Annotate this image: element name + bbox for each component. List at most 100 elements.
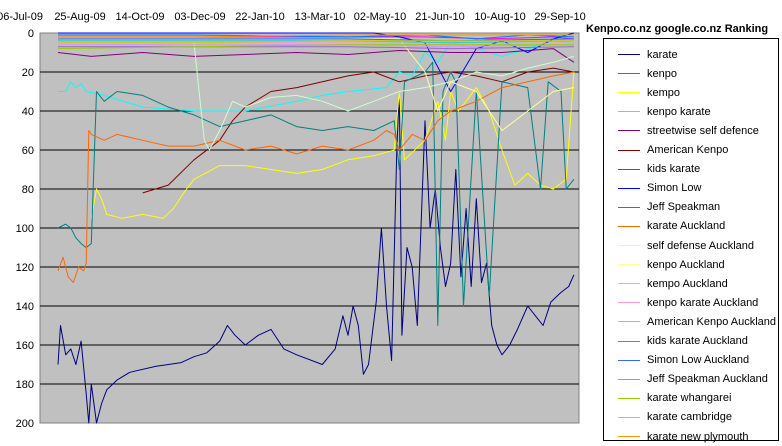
chart-title: Kenpo.co.nz google.co.nz Ranking (586, 23, 769, 35)
legend-item: Jeff Speakman Auckland (604, 370, 778, 389)
x-tick-label: 13-Mar-10 (295, 11, 346, 23)
y-tick-label: 0 (28, 28, 34, 40)
y-tick-label: 40 (22, 106, 34, 118)
legend-label: kenpo Auckland (647, 258, 725, 271)
legend-label: Jeff Speakman Auckland (647, 373, 768, 386)
legend-item: self defense Auckland (604, 236, 778, 255)
legend-swatch (618, 73, 640, 75)
x-tick-label: 29-Sep-10 (534, 11, 585, 23)
x-axis-ticks: 06-Jul-09 25-Aug-09 14-Oct-09 03-Dec-09 22-J… (0, 11, 586, 23)
legend-item: American Kenpo Auckland (604, 312, 778, 331)
x-tick-label: 25-Aug-09 (54, 11, 105, 23)
legend-label: karate whangarei (647, 392, 732, 405)
x-tick-label: 22-Jan-10 (235, 11, 285, 23)
legend-swatch (618, 111, 640, 113)
legend-item: American Kenpo (604, 141, 778, 160)
x-tick-label: 21-Jun-10 (415, 11, 465, 23)
legend-swatch (618, 321, 640, 323)
legend-label: kids karate Auckland (647, 335, 748, 347)
legend-swatch (618, 149, 640, 151)
legend-item: kempo Auckland (604, 274, 778, 293)
legend-swatch (618, 168, 640, 170)
series-line (57, 71, 574, 284)
x-tick-label: 03-Dec-09 (174, 11, 225, 23)
legend-item: kids karate (604, 160, 778, 179)
legend-label: kempo (647, 86, 681, 99)
legend-swatch (618, 302, 640, 304)
legend-label: American Kenpo (647, 144, 729, 156)
legend-label: karate Auckland (647, 220, 726, 233)
legend-swatch (618, 340, 640, 342)
y-tick-label: 200 (16, 418, 34, 430)
legend-label: self defense Auckland (647, 239, 755, 252)
x-tick-label: 06-Jul-09 (0, 11, 43, 23)
x-tick-label: 14-Oct-09 (116, 11, 165, 23)
x-tick-label: 02-May-10 (354, 11, 407, 23)
legend-swatch (618, 245, 640, 246)
series-line (58, 40, 574, 112)
y-tick-label: 20 (22, 67, 34, 79)
legend-label: kenpo (647, 67, 677, 80)
y-tick-label: 160 (16, 340, 34, 352)
legend-swatch (618, 283, 640, 285)
series-line (193, 42, 575, 151)
legend-label: Jeff Speakman (647, 201, 721, 214)
legend-item: kempo (604, 83, 778, 102)
legend-item: karate (604, 45, 778, 64)
series-line (58, 34, 574, 38)
legend-label: kenpo karate (647, 105, 711, 118)
series-line (58, 32, 575, 92)
series-line (57, 91, 575, 424)
series-lines (57, 32, 575, 424)
series-line (57, 44, 574, 50)
y-tick-label: 180 (16, 379, 34, 391)
series-line (57, 48, 575, 63)
series-line (58, 40, 574, 44)
y-axis-ticks: 0 20 40 60 80 100 120 140 160 180 200 (16, 28, 34, 430)
legend-label: kempo Auckland (647, 277, 728, 290)
legend-label: streetwise self defence (647, 124, 759, 137)
legend-item: karate new plymouth (604, 427, 778, 446)
legend-item: kenpo Auckland (604, 255, 778, 274)
legend-item: Simon Low (604, 179, 778, 198)
legend-swatch (618, 206, 640, 208)
legend-swatch (618, 397, 640, 399)
y-tick-label: 120 (16, 262, 34, 274)
y-tick-label: 140 (16, 301, 34, 313)
legend-item: karate cambridge (604, 408, 778, 427)
legend-item: karate whangarei (604, 389, 778, 408)
legend-item: kenpo karate (604, 102, 778, 121)
legend-swatch (618, 264, 640, 266)
legend-label: karate (647, 48, 678, 61)
series-line (58, 46, 574, 50)
legend-swatch (618, 225, 640, 227)
legend-swatch (618, 130, 640, 132)
grid-lines (40, 71, 579, 385)
legend-item: Jeff Speakman (604, 198, 778, 217)
y-tick-label: 60 (22, 145, 34, 157)
legend-label: kids karate (647, 163, 701, 176)
legend-item: kids karate Auckland (604, 332, 778, 351)
legend-item: kenpo karate Auckland (604, 293, 778, 312)
legend-label: American Kenpo Auckland (647, 315, 777, 328)
legend-swatch (618, 359, 640, 361)
legend-item: streetwise self defence (604, 121, 778, 140)
legend-swatch (618, 187, 640, 189)
legend-label: kenpo karate Auckland (647, 296, 759, 309)
y-tick-label: 100 (16, 223, 34, 235)
legend-swatch (618, 416, 640, 418)
series-line (90, 71, 575, 219)
series-line (58, 38, 574, 42)
legend-label: karate cambridge (647, 411, 732, 424)
legend-swatch (618, 436, 640, 437)
x-tick-label: 10-Aug-10 (474, 11, 525, 23)
legend-label: Simon Low (647, 182, 702, 195)
legend-swatch (618, 92, 640, 94)
legend-item: karate Auckland (604, 217, 778, 236)
y-tick-label: 80 (22, 184, 34, 196)
legend-swatch (618, 378, 640, 380)
legend-label: karate new plymouth (647, 430, 749, 443)
legend-swatch (618, 54, 640, 55)
series-line (57, 61, 575, 326)
